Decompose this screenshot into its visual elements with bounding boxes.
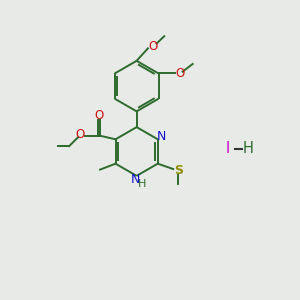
Text: S: S (174, 164, 183, 177)
Text: H: H (138, 179, 146, 189)
Text: O: O (148, 40, 158, 53)
Text: O: O (176, 67, 185, 80)
Text: I: I (225, 141, 230, 156)
Text: N: N (157, 130, 166, 143)
Text: O: O (75, 128, 84, 141)
Text: N: N (130, 173, 140, 186)
Text: H: H (243, 141, 254, 156)
Text: O: O (94, 109, 104, 122)
